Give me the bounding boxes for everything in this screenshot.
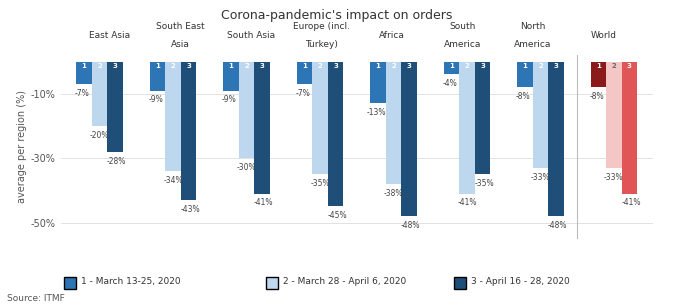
Text: -41%: -41% [457, 198, 476, 207]
Text: 2: 2 [538, 63, 543, 69]
Bar [459, 62, 474, 194]
Text: 3: 3 [186, 63, 191, 69]
Text: -43%: -43% [180, 205, 200, 214]
Text: 2: 2 [318, 63, 322, 69]
Text: South Asia: South Asia [227, 31, 275, 40]
Text: 2: 2 [170, 63, 176, 69]
Text: 1: 1 [449, 63, 454, 69]
Text: 3: 3 [627, 63, 632, 69]
Text: -33%: -33% [604, 173, 624, 182]
Text: Asia: Asia [171, 40, 190, 49]
Text: 1: 1 [596, 63, 601, 69]
Text: -34%: -34% [163, 176, 183, 185]
Text: -35%: -35% [310, 179, 330, 188]
Bar [370, 62, 386, 103]
Bar [297, 62, 312, 84]
Text: 3: 3 [260, 63, 264, 69]
Text: 1: 1 [302, 63, 307, 69]
Bar [328, 62, 343, 207]
Text: -8%: -8% [590, 92, 604, 101]
Text: Source: ITMF: Source: ITMF [7, 294, 65, 303]
Bar [223, 62, 239, 91]
Text: -38%: -38% [384, 189, 403, 198]
Bar [606, 62, 622, 168]
Text: Europe (incl.: Europe (incl. [293, 22, 350, 31]
Text: America: America [444, 40, 481, 49]
Text: 3: 3 [333, 63, 338, 69]
Bar [76, 62, 92, 84]
Text: -7%: -7% [75, 89, 90, 98]
Text: 3: 3 [553, 63, 559, 69]
Text: 3: 3 [480, 63, 485, 69]
Text: -20%: -20% [90, 131, 109, 140]
Text: -13%: -13% [366, 108, 386, 117]
Text: 1: 1 [522, 63, 527, 69]
Text: America: America [514, 40, 552, 49]
Text: -9%: -9% [222, 95, 236, 104]
Text: Corona-pandemic's impact on orders: Corona-pandemic's impact on orders [221, 9, 452, 22]
Text: -45%: -45% [328, 211, 347, 220]
Text: 2: 2 [244, 63, 249, 69]
Text: Turkey): Turkey) [305, 40, 338, 49]
Bar [181, 62, 197, 200]
Text: -41%: -41% [621, 198, 641, 207]
Text: -30%: -30% [237, 163, 256, 172]
Text: -9%: -9% [148, 95, 163, 104]
Text: -33%: -33% [530, 173, 551, 182]
Bar [92, 62, 107, 126]
Bar [165, 62, 181, 171]
Bar [149, 62, 165, 91]
Text: 2: 2 [464, 63, 469, 69]
Text: 2 - March 28 - April 6, 2020: 2 - March 28 - April 6, 2020 [283, 277, 406, 286]
Text: South East: South East [156, 22, 205, 31]
Bar [532, 62, 548, 168]
Text: World: World [590, 31, 616, 40]
Text: 1 - March 13-25, 2020: 1 - March 13-25, 2020 [81, 277, 180, 286]
Bar [312, 62, 328, 174]
Bar [401, 62, 417, 216]
Text: -4%: -4% [442, 79, 457, 88]
Text: -7%: -7% [295, 89, 310, 98]
Text: 3: 3 [406, 63, 411, 69]
Text: -41%: -41% [254, 198, 273, 207]
Text: -28%: -28% [107, 157, 127, 166]
Bar [239, 62, 254, 158]
Bar [386, 62, 401, 184]
Text: South: South [450, 22, 476, 31]
Text: Africa: Africa [379, 31, 405, 40]
Text: 1: 1 [376, 63, 380, 69]
Text: -8%: -8% [516, 92, 530, 101]
Bar [548, 62, 564, 216]
Text: 1: 1 [228, 63, 234, 69]
Text: 2: 2 [612, 63, 616, 69]
Text: 3 - April 16 - 28, 2020: 3 - April 16 - 28, 2020 [471, 277, 570, 286]
Text: 2: 2 [391, 63, 396, 69]
Text: 2: 2 [97, 63, 102, 69]
Bar [444, 62, 459, 74]
Bar [254, 62, 270, 194]
Y-axis label: average per region (%): average per region (%) [17, 90, 26, 203]
Bar [517, 62, 532, 87]
Text: 1: 1 [155, 63, 160, 69]
Text: -35%: -35% [474, 179, 494, 188]
Bar [622, 62, 637, 194]
Text: 3: 3 [112, 63, 118, 69]
Bar [474, 62, 490, 174]
Bar [107, 62, 122, 152]
Text: -48%: -48% [548, 221, 567, 230]
Text: East Asia: East Asia [90, 31, 131, 40]
Bar [591, 62, 606, 87]
Text: 1: 1 [81, 63, 86, 69]
Text: -48%: -48% [401, 221, 421, 230]
Text: North: North [520, 22, 546, 31]
